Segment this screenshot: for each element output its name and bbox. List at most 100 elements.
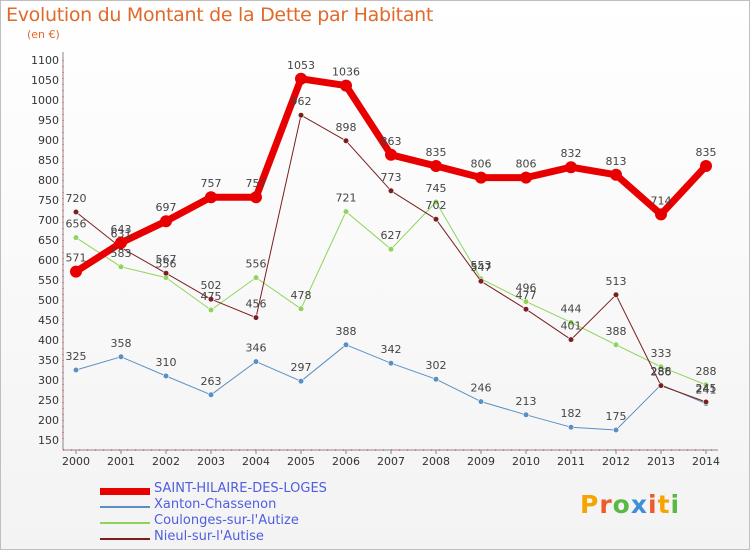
x-tick-label: 2013	[647, 455, 675, 468]
data-label: 213	[516, 395, 537, 408]
data-point	[612, 291, 620, 298]
data-point	[657, 382, 665, 389]
data-label: 263	[201, 375, 222, 388]
data-point	[342, 208, 350, 215]
data-point	[477, 398, 485, 405]
data-point	[657, 363, 665, 370]
legend-swatch	[100, 506, 150, 508]
data-point	[700, 160, 712, 172]
data-label: 388	[606, 325, 627, 338]
x-tick-label: 2010	[512, 455, 540, 468]
proxiti-logo: Proxiti	[580, 490, 680, 519]
y-tick-label: 300	[38, 374, 59, 387]
y-tick-label: 850	[38, 154, 59, 167]
x-tick-label: 2006	[332, 455, 360, 468]
data-point	[522, 306, 530, 313]
data-point	[72, 234, 80, 241]
y-tick-label: 1100	[31, 54, 59, 67]
data-label: 245	[696, 382, 717, 395]
y-tick-label: 900	[38, 134, 59, 147]
data-point	[70, 265, 82, 278]
data-label: 757	[201, 177, 222, 190]
data-label: 745	[426, 182, 447, 195]
data-label: 477	[516, 289, 537, 302]
data-point	[72, 366, 80, 374]
x-tick-label: 2011	[557, 455, 585, 468]
data-point	[432, 216, 440, 223]
y-tick-label: 400	[38, 334, 59, 347]
x-tick-label: 2009	[467, 455, 495, 468]
legend-swatch	[100, 522, 150, 524]
data-point	[207, 391, 215, 398]
data-point	[342, 137, 350, 144]
data-point	[117, 263, 125, 270]
data-point	[340, 79, 352, 92]
logo-letter: r	[599, 490, 613, 519]
legend-swatch	[100, 487, 150, 495]
data-point	[702, 381, 710, 388]
data-label: 556	[156, 258, 177, 271]
y-tick-label: 250	[38, 394, 59, 407]
y-tick-label: 600	[38, 254, 59, 267]
data-label: 835	[426, 146, 447, 159]
data-point	[297, 112, 305, 119]
chart-title: Evolution du Montant de la Dette par Hab…	[6, 4, 434, 26]
data-label: 478	[291, 289, 312, 302]
data-label: 553	[471, 259, 492, 272]
data-label: 631	[111, 228, 132, 241]
data-label: 1053	[287, 59, 315, 72]
data-point	[250, 191, 262, 204]
data-point	[430, 160, 442, 172]
data-label: 456	[246, 298, 267, 311]
y-tick-label: 800	[38, 174, 59, 187]
data-label: 773	[381, 171, 402, 184]
data-point	[252, 274, 260, 281]
data-label: 388	[336, 325, 357, 338]
data-point	[297, 305, 305, 312]
data-label: 333	[651, 347, 672, 360]
data-point	[207, 306, 215, 314]
data-point	[162, 372, 170, 380]
x-tick-label: 2007	[377, 455, 405, 468]
data-label: 342	[381, 343, 402, 356]
data-label: 714	[651, 194, 672, 207]
data-label: 496	[516, 282, 537, 295]
data-point	[612, 426, 620, 434]
data-point	[522, 298, 530, 305]
x-tick-label: 2012	[602, 455, 630, 468]
logo-letter: x	[630, 490, 648, 519]
data-label: 325	[66, 350, 87, 363]
data-label: 583	[111, 247, 132, 260]
data-label: 813	[606, 155, 627, 168]
data-label: 513	[606, 275, 627, 288]
data-label: 175	[606, 410, 627, 423]
chart-subtitle: (en €)	[27, 28, 60, 41]
data-label: 1036	[332, 66, 360, 79]
data-label: 246	[471, 382, 492, 395]
x-tick-label: 2005	[287, 455, 315, 468]
data-label: 286	[651, 366, 672, 379]
data-label: 898	[336, 121, 357, 134]
data-label: 444	[561, 302, 582, 315]
data-label: 863	[381, 135, 402, 148]
data-point	[477, 278, 485, 285]
data-label: 720	[66, 192, 87, 205]
legend-label: SAINT-HILAIRE-DES-LOGES	[154, 481, 327, 496]
data-point	[702, 398, 710, 406]
data-point	[387, 360, 395, 367]
data-label: 702	[426, 199, 447, 212]
data-point	[567, 319, 575, 326]
y-tick-label: 550	[38, 274, 59, 287]
data-label: 962	[291, 95, 312, 108]
data-point	[115, 236, 127, 249]
data-label: 571	[66, 252, 87, 265]
y-tick-label: 750	[38, 194, 59, 207]
x-tick-label: 2008	[422, 455, 450, 468]
logo-letter: i	[648, 490, 658, 519]
data-point	[385, 148, 397, 161]
y-tick-label: 200	[38, 414, 59, 427]
y-tick-label: 500	[38, 294, 59, 307]
data-point	[205, 191, 217, 204]
y-tick-label: 1000	[31, 94, 59, 107]
